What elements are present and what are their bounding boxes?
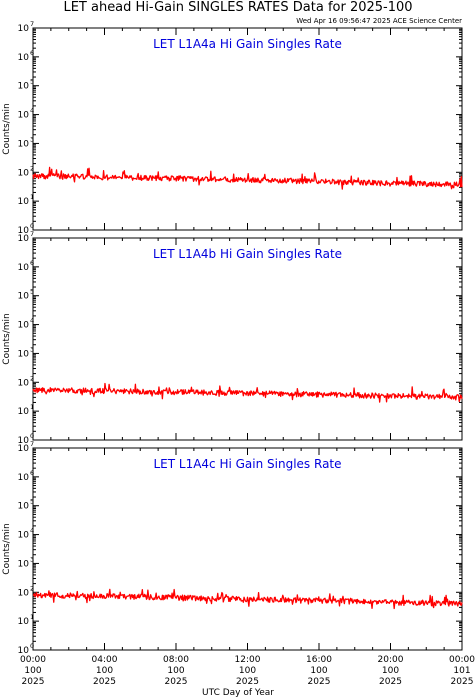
y-tick-exponent: 7 — [30, 230, 34, 238]
y-tick-label: 10 — [18, 82, 30, 92]
x-tick-time: 16:00 — [306, 655, 332, 665]
y-tick-label: 10 — [18, 197, 30, 207]
x-tick-time: 00:00 — [449, 655, 475, 665]
x-tick-time: 12:00 — [235, 655, 261, 665]
generation-timestamp: Wed Apr 16 09:56:47 2025 ACE Science Cen… — [296, 17, 462, 25]
figure-title: LET ahead Hi-Gain SINGLES RATES Data for… — [63, 0, 412, 15]
x-tick-year: 2025 — [22, 677, 45, 687]
y-tick-exponent: 5 — [30, 288, 34, 296]
y-tick-label: 10 — [18, 292, 30, 302]
y-tick-label: 10 — [18, 168, 30, 178]
y-tick-exponent: 4 — [30, 317, 34, 325]
y-tick-label: 10 — [18, 502, 30, 512]
rate-series-line — [32, 166, 463, 190]
y-tick-exponent: 6 — [30, 469, 34, 477]
x-tick-labels: 00:00100202504:00100202508:00100202512:0… — [20, 655, 475, 687]
x-tick-time: 00:00 — [20, 655, 46, 665]
y-tick-exponent: 0 — [30, 432, 34, 440]
y-axis-label: Counts/min — [2, 103, 12, 154]
panel-title: LET L1A4b Hi Gain Singles Rate — [153, 247, 342, 261]
x-tick-day: 100 — [96, 666, 113, 676]
x-tick-year: 2025 — [451, 677, 474, 687]
y-tick-exponent: 5 — [30, 78, 34, 86]
y-axis-label: Counts/min — [2, 313, 12, 364]
y-tick-label: 10 — [18, 24, 30, 34]
y-tick-label: 10 — [18, 378, 30, 388]
x-tick-day: 101 — [453, 666, 470, 676]
y-tick-exponent: 1 — [30, 193, 34, 201]
x-tick-time: 04:00 — [92, 655, 118, 665]
x-tick-day: 100 — [239, 666, 256, 676]
x-tick-time: 20:00 — [378, 655, 404, 665]
y-tick-exponent: 7 — [30, 20, 34, 28]
y-tick-label: 10 — [18, 226, 30, 236]
y-tick-exponent: 7 — [30, 440, 34, 448]
y-tick-exponent: 4 — [30, 107, 34, 115]
y-tick-exponent: 4 — [30, 527, 34, 535]
panel-title: LET L1A4a Hi Gain Singles Rate — [153, 37, 342, 51]
y-axis-label: Counts/min — [2, 523, 12, 574]
chart-panel: LET L1A4c Hi Gain Singles Rate Counts/min… — [2, 440, 463, 656]
x-tick-day: 100 — [24, 666, 41, 676]
y-tick-label: 10 — [18, 53, 30, 63]
y-tick-label: 10 — [18, 321, 30, 331]
chart-panels: LET L1A4a Hi Gain Singles Rate Counts/min… — [2, 20, 475, 687]
y-tick-exponent: 0 — [30, 222, 34, 230]
x-tick-day: 100 — [167, 666, 184, 676]
x-tick-day: 100 — [310, 666, 327, 676]
x-tick-year: 2025 — [379, 677, 402, 687]
y-tick-label: 10 — [18, 407, 30, 417]
y-tick-exponent: 5 — [30, 498, 34, 506]
y-tick-exponent: 2 — [30, 374, 34, 382]
y-tick-label: 10 — [18, 646, 30, 656]
y-tick-exponent: 6 — [30, 259, 34, 267]
rate-series-line — [32, 382, 463, 403]
x-tick-year: 2025 — [165, 677, 188, 687]
y-tick-label: 10 — [18, 111, 30, 121]
y-tick-exponent: 1 — [30, 613, 34, 621]
plot-frame — [32, 27, 463, 231]
y-tick-label: 10 — [18, 473, 30, 483]
y-tick-label: 10 — [18, 559, 30, 569]
y-tick-label: 10 — [18, 444, 30, 454]
x-tick-day: 100 — [382, 666, 399, 676]
panel-title: LET L1A4c Hi Gain Singles Rate — [153, 457, 341, 471]
y-tick-exponent: 3 — [30, 555, 34, 563]
y-tick-exponent: 3 — [30, 135, 34, 143]
y-tick-exponent: 2 — [30, 164, 34, 172]
y-tick-exponent: 0 — [30, 642, 34, 650]
y-tick-exponent: 1 — [30, 403, 34, 411]
y-tick-exponent: 6 — [30, 49, 34, 57]
y-tick-label: 10 — [18, 588, 30, 598]
plot-frame — [32, 237, 463, 441]
y-tick-exponent: 3 — [30, 345, 34, 353]
y-tick-label: 10 — [18, 531, 30, 541]
y-tick-label: 10 — [18, 234, 30, 244]
x-tick-year: 2025 — [93, 677, 116, 687]
x-tick-year: 2025 — [236, 677, 259, 687]
plot-frame — [32, 447, 463, 651]
y-tick-label: 10 — [18, 617, 30, 627]
chart-panel: LET L1A4a Hi Gain Singles Rate Counts/min… — [2, 20, 463, 236]
y-tick-label: 10 — [18, 263, 30, 273]
x-tick-time: 08:00 — [163, 655, 189, 665]
chart-panel: LET L1A4b Hi Gain Singles Rate Counts/min… — [2, 230, 463, 446]
rate-series-line — [32, 588, 463, 610]
y-tick-label: 10 — [18, 436, 30, 446]
x-axis-label: UTC Day of Year — [202, 688, 274, 698]
y-tick-label: 10 — [18, 139, 30, 149]
x-tick-year: 2025 — [308, 677, 331, 687]
y-tick-exponent: 2 — [30, 584, 34, 592]
y-tick-label: 10 — [18, 349, 30, 359]
